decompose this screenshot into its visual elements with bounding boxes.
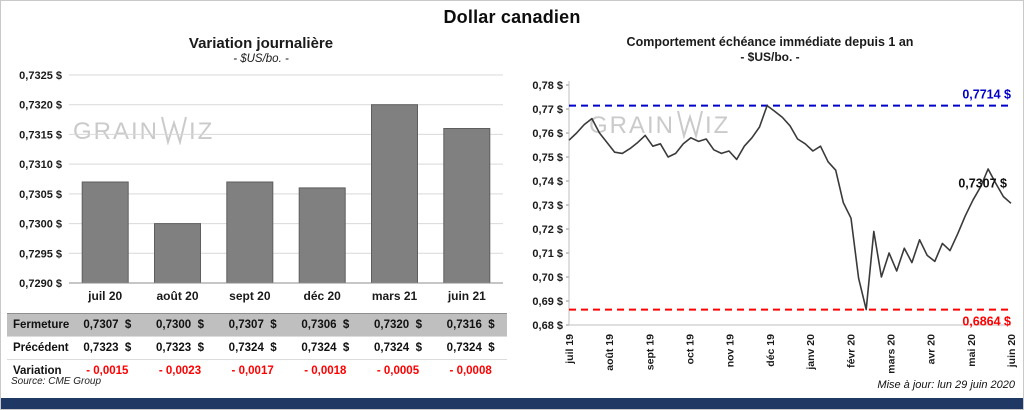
y-axis-tick-label: 0,7325 $ [19,70,62,82]
table-row: Fermeture 0,7307 $ 0,7300 $ 0,7307 $ 0,7306 … [7,313,507,337]
price-line-series [568,104,1012,311]
row-label: Précédent [13,342,69,354]
bar [154,223,201,284]
y-axis-tick-label: 0,70 $ [532,272,563,284]
footer-bar [1,398,1023,409]
table-cell: 0,7307 $ [228,319,277,331]
table-cell: 0,7307 $ [83,319,132,331]
y-axis-tick-label: 0,69 $ [532,296,563,308]
line-chart-panel: Comportement échéance immédiate depuis 1… [519,35,1021,395]
table-cell: 0,7300 $ [156,319,204,331]
y-axis-tick-label: 0,7320 $ [19,100,62,112]
x-axis-tick-label: juin 21 [447,289,486,303]
table-cell: 0,7324 $ [228,342,277,354]
table-cell: 0,7323 $ [83,342,132,354]
page-title: Dollar canadien [443,7,581,27]
table-cell: 0,7323 $ [156,342,204,354]
table-cell: 0,7324 $ [374,342,422,354]
table-cell: - 0,0008 [449,365,492,377]
x-axis-tick-label: août 19 [604,334,616,371]
table-cell: 0,7316 $ [446,319,495,331]
x-axis-tick-label: déc 19 [765,334,777,367]
max-value-label: 0,7714 $ [962,88,1011,102]
bar [443,128,491,284]
x-axis-tick-label: nov 19 [725,334,737,367]
x-axis-tick-label: sept 20 [229,289,271,303]
y-axis-tick-label: 0,7295 $ [19,248,62,260]
line-chart-subtitle: - $US/bo. - [740,50,800,64]
table-row: Précédent 0,7323 $ 0,7323 $ 0,7324 $ 0,7324 … [7,337,507,360]
bar-chart: 0,7325 $ 0,7320 $ 0,7315 $ 0,7310 $ 0,7305 $… [19,70,503,303]
x-axis-tick-label: avr 20 [926,334,938,365]
x-axis-tick-label: sept 19 [644,334,656,370]
x-axis-tick-label: juin 20 [1006,334,1018,368]
y-axis-tick-label: 0,7290 $ [19,278,62,290]
y-axis-tick-label: 0,75 $ [532,152,563,164]
x-axis-tick-label: déc 20 [303,289,341,303]
table-cell: - 0,0015 [86,365,129,377]
x-axis-tick-label: mars 20 [885,334,897,374]
y-axis-tick-label: 0,77 $ [532,104,563,116]
table-cell: - 0,0005 [376,365,420,377]
x-axis-tick-label: oct 19 [685,334,697,365]
bar [371,104,418,284]
table-row: Variation - 0,0015 - 0,0023 - 0,0017 - 0,001… [7,360,507,382]
row-label: Fermeture [13,319,70,331]
source-note: Source: CME Group [11,376,102,387]
y-axis-tick-label: 0,73 $ [532,200,563,212]
table-cell: 0,7324 $ [301,342,350,354]
bar [298,187,346,284]
table-cell: - 0,0023 [158,365,202,377]
bar [81,181,129,284]
table-cell: 0,7320 $ [374,319,422,331]
y-axis-tick-label: 0,72 $ [532,224,563,236]
y-axis-tick-label: 0,68 $ [532,320,563,332]
y-axis-tick-label: 0,7305 $ [19,189,62,201]
bar-chart-subtitle: - $US/bo. - [233,53,289,65]
x-axis-tick-label: févr 20 [845,334,857,368]
summary-table: Fermeture 0,7307 $ 0,7300 $ 0,7307 $ 0,7306 … [7,313,507,382]
bar-series [81,104,491,284]
y-axis-tick-label: 0,7300 $ [19,219,62,231]
x-axis-tick-label: août 20 [156,289,198,303]
x-axis-tick-label: mars 21 [372,289,418,303]
bar-chart-title: Variation journalière [188,35,334,52]
y-axis-tick-label: 0,7315 $ [19,129,62,141]
x-axis-tick-label: mai 20 [966,334,978,367]
x-axis-tick-label: juil 19 [564,334,576,365]
table-cell: 0,7324 $ [446,342,495,354]
y-axis-tick-label: 0,71 $ [532,248,563,260]
table-cell: - 0,0017 [231,365,274,377]
y-axis-tick-label: 0,76 $ [532,128,563,140]
table-cell: - 0,0018 [304,365,347,377]
bar-chart-panel: Variation journalière - $US/bo. - GRAIN … [7,35,515,391]
y-axis-tick-label: 0,7310 $ [19,159,62,171]
y-axis-tick-label: 0,78 $ [532,80,563,92]
table-cell: 0,7306 $ [301,319,350,331]
line-chart: 0,78 $ 0,77 $ 0,76 $ 0,75 $ 0,74 $ 0,73 $ 0,72… [532,80,1018,374]
y-axis-tick-label: 0,74 $ [532,176,563,188]
line-chart-title: Comportement échéance immédiate depuis 1… [626,35,914,49]
min-value-label: 0,6864 $ [962,315,1011,329]
update-note: Mise à jour: lun 29 juin 2020 [877,379,1015,391]
row-label: Variation [13,365,62,377]
bar-gridlines [69,74,503,284]
last-value-label: 0,7307 $ [958,176,1007,190]
bar [226,181,274,284]
x-axis-tick-label: juil 20 [87,289,122,303]
x-axis-tick-label: janv 20 [805,334,817,371]
